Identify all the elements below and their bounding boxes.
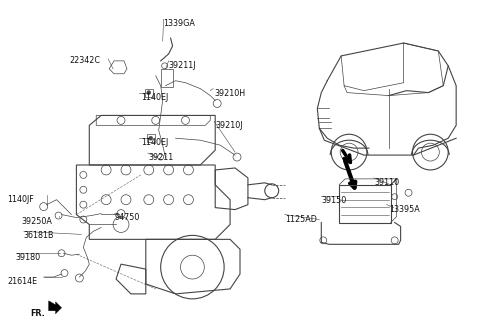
Text: 39210J: 39210J	[215, 121, 243, 130]
Circle shape	[147, 91, 151, 94]
Text: 39250A: 39250A	[22, 216, 53, 226]
Text: 39150: 39150	[321, 196, 347, 205]
Text: 21614E: 21614E	[7, 277, 37, 286]
Text: 1140EJ: 1140EJ	[141, 138, 168, 147]
Text: FR.: FR.	[30, 309, 45, 318]
Bar	[339, 185, 391, 222]
Text: 39211: 39211	[149, 153, 174, 162]
Bar	[161, 69, 173, 87]
Text: 1125AD: 1125AD	[286, 215, 317, 224]
Bar	[145, 89, 153, 96]
Text: 39211J: 39211J	[168, 61, 196, 70]
Text: 1140JF: 1140JF	[7, 195, 34, 204]
Circle shape	[149, 136, 153, 140]
Text: 1339GA: 1339GA	[164, 19, 195, 28]
Text: 94750: 94750	[114, 213, 140, 222]
Bar	[147, 134, 155, 142]
Text: 39110: 39110	[375, 178, 400, 187]
Text: 22342C: 22342C	[70, 56, 100, 65]
Text: 39180: 39180	[16, 253, 41, 262]
Text: 1140EJ: 1140EJ	[141, 92, 168, 102]
Text: 13395A: 13395A	[389, 205, 420, 214]
Polygon shape	[48, 301, 61, 314]
Text: 36181B: 36181B	[24, 232, 54, 240]
Text: 39210H: 39210H	[214, 89, 245, 98]
